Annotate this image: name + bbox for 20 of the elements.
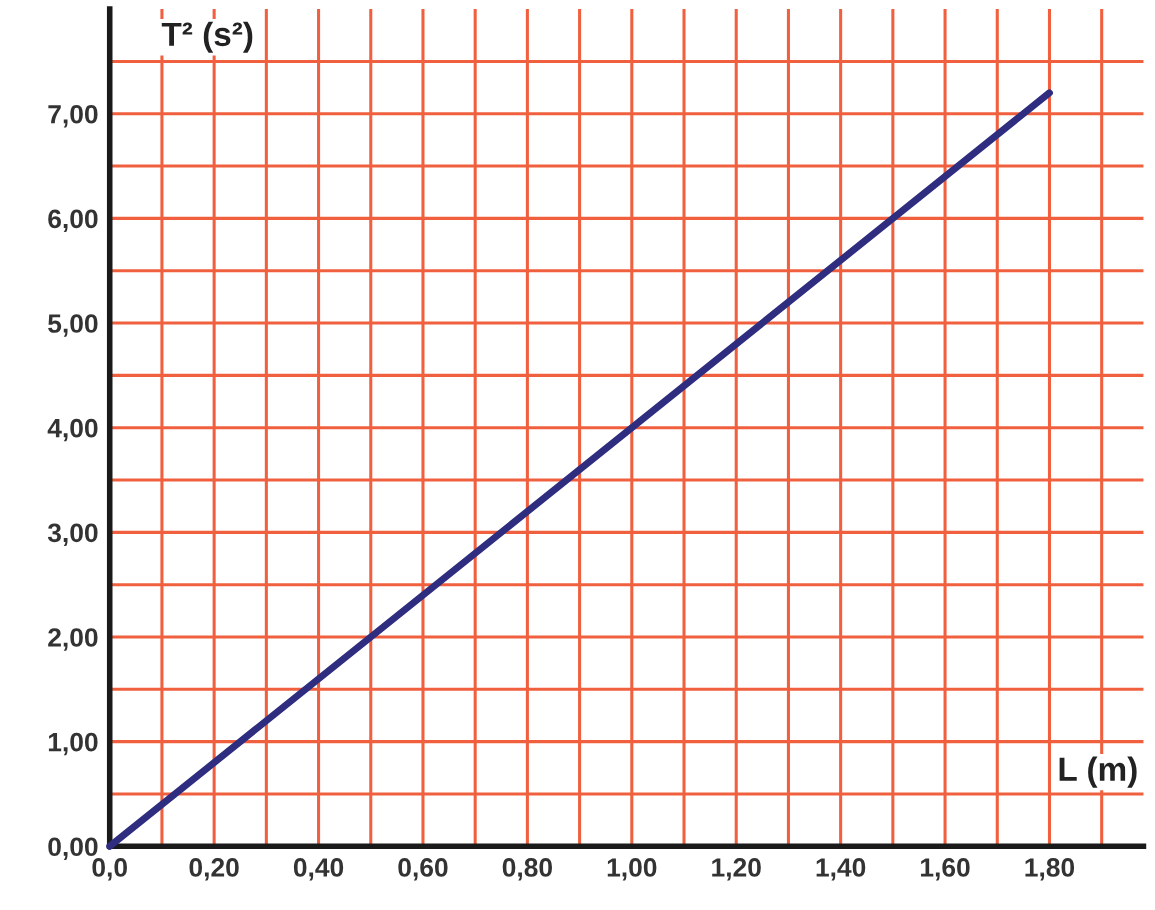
y-tick-label: 3,00	[47, 523, 98, 546]
x-tick-label: 1,40	[816, 858, 866, 881]
x-tick-label: 0,0	[92, 858, 127, 881]
y-tick-label: 5,00	[48, 314, 98, 337]
y-tick-label: 6,00	[48, 209, 98, 233]
x-tick-label: 1,20	[712, 858, 761, 881]
x-tick-label: 0,80	[502, 858, 552, 881]
x-tick-label: 1,00	[607, 858, 657, 881]
y-axis-title: T² (s²)	[161, 21, 253, 53]
x-tick-label: 0,60	[398, 858, 448, 881]
y-tick-label: 2,00	[48, 628, 98, 651]
y-tick-label: 0,00	[48, 837, 98, 860]
x-axis-title: L (m)	[1059, 756, 1137, 788]
y-tick-label: 1,00	[48, 732, 98, 756]
y-tick-label: 7,00	[48, 104, 98, 128]
x-tick-label: 1,60	[921, 858, 970, 881]
x-tick-label: 0,40	[293, 858, 344, 881]
x-tick-label: 1,80	[1025, 858, 1075, 881]
x-tick-label: 0,20	[189, 858, 239, 881]
y-tick-label: 4,00	[47, 418, 98, 442]
